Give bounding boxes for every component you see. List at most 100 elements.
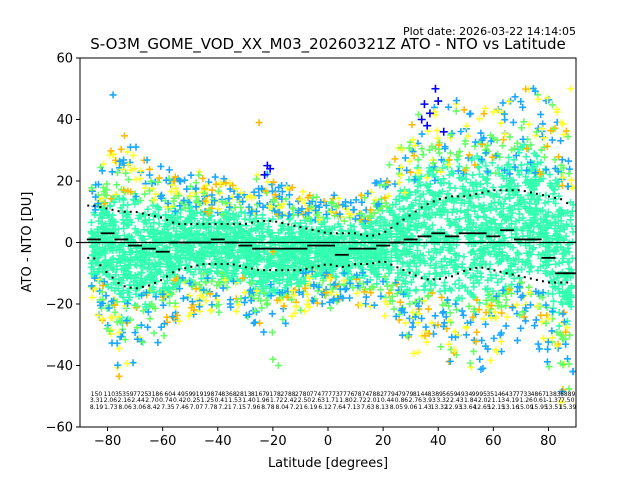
bin-stat-label: 4867 [531, 391, 546, 398]
data-point [560, 131, 568, 139]
data-point [390, 305, 398, 313]
data-point [519, 292, 527, 300]
data-point [411, 176, 419, 184]
data-point [388, 281, 396, 289]
data-point [357, 191, 365, 199]
data-point [274, 362, 282, 369]
data-point [558, 182, 566, 190]
lower-sd-point [541, 280, 544, 283]
data-point [229, 235, 237, 243]
upper-sd-point [354, 232, 357, 235]
lower-sd-point [402, 269, 405, 272]
data-point [472, 338, 480, 346]
data-point [407, 221, 415, 229]
data-point [371, 179, 379, 187]
lower-sd-point [408, 271, 411, 274]
data-point [165, 291, 173, 299]
data-point [305, 259, 313, 267]
bin-stat-label: 8.05 [390, 404, 404, 411]
data-point [446, 184, 454, 192]
bin-stat-label: 13.32 [431, 404, 448, 411]
data-point [317, 198, 325, 206]
data-point [241, 289, 249, 297]
data-point [347, 221, 355, 229]
data-point [131, 261, 139, 269]
data-point [505, 285, 513, 293]
data-point [249, 288, 257, 296]
data-point [154, 268, 162, 276]
data-point [88, 184, 96, 192]
data-point [414, 111, 422, 119]
data-point [423, 338, 431, 346]
data-point [148, 300, 156, 308]
data-point [518, 265, 526, 273]
bin-stat-label: 7.07 [190, 404, 204, 411]
data-point [120, 156, 128, 164]
data-point [175, 192, 183, 200]
data-point [559, 222, 567, 230]
data-point [315, 283, 323, 291]
data-point [349, 206, 357, 214]
data-point [428, 289, 436, 297]
data-point [484, 141, 492, 149]
data-point [486, 290, 494, 298]
data-point [445, 171, 453, 179]
data-point [208, 277, 216, 285]
data-point [469, 279, 477, 287]
data-point [103, 180, 111, 188]
data-point [312, 206, 320, 214]
data-point [516, 311, 524, 319]
data-point [400, 309, 408, 317]
data-point [458, 307, 466, 315]
data-point [482, 309, 490, 317]
data-point [131, 200, 139, 208]
data-point [192, 185, 200, 193]
data-point [491, 308, 499, 316]
data-point [524, 207, 532, 215]
data-point [155, 220, 163, 228]
data-point [109, 254, 117, 262]
data-point [108, 168, 116, 176]
data-point [548, 101, 556, 109]
lower-sd-point [281, 269, 284, 272]
data-point [542, 301, 550, 309]
data-point [114, 284, 122, 292]
data-point [160, 320, 168, 328]
data-point [497, 338, 505, 346]
upper-sd-point [305, 227, 308, 230]
data-point [467, 318, 475, 326]
data-point [452, 300, 460, 308]
data-point [196, 291, 204, 299]
upper-sd-point [529, 191, 532, 194]
bin-stat-label: 4.19 [506, 397, 520, 404]
data-point [429, 190, 437, 198]
data-point [364, 259, 372, 267]
data-point [446, 149, 454, 157]
data-point [478, 155, 486, 163]
data-point [431, 264, 439, 272]
lower-sd-point [87, 256, 90, 259]
data-point [116, 157, 124, 165]
data-point [255, 192, 263, 200]
upper-sd-point [281, 222, 284, 225]
data-point [536, 292, 544, 300]
upper-sd-point [390, 226, 393, 229]
data-point [469, 292, 477, 300]
data-point [447, 220, 455, 228]
data-point [414, 348, 422, 356]
data-point [107, 195, 115, 203]
data-point [558, 281, 566, 289]
data-point [497, 303, 505, 311]
data-point [513, 301, 521, 309]
lower-sd-point [360, 263, 363, 266]
data-point [530, 244, 538, 252]
data-point [497, 329, 505, 337]
data-point [552, 218, 560, 226]
data-point [452, 268, 460, 276]
data-point [145, 256, 153, 264]
data-point [222, 238, 230, 246]
data-point [147, 223, 155, 231]
bin-stat-label: 9874 [207, 391, 222, 398]
upper-sd-point [396, 222, 399, 225]
